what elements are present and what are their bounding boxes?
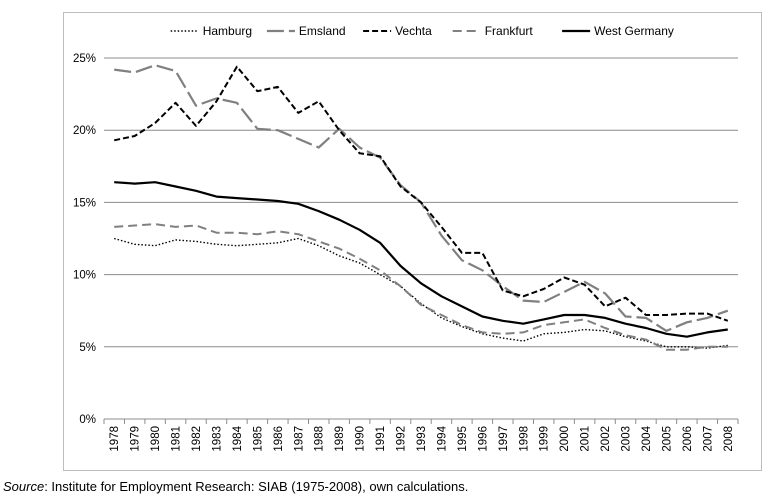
x-tick-label: 1980 — [150, 426, 162, 452]
x-tick-label: 1984 — [232, 425, 244, 451]
x-tick-label: 2005 — [661, 426, 673, 452]
y-tick-label: 25% — [73, 53, 96, 65]
x-tick-label: 1998 — [518, 426, 530, 452]
x-tick-label: 2000 — [559, 426, 571, 452]
source-text: : Institute for Employment Research: SIA… — [44, 479, 469, 494]
x-tick-label: 1979 — [130, 426, 142, 452]
line-chart: 0% 5% 10% 15% 20% 25% 1978 1979 1980 1981 1982 1983… — [73, 24, 739, 452]
x-tick-label: 1982 — [191, 426, 203, 452]
legend-label-vechta: Vechta — [395, 24, 432, 38]
x-tick-label: 1993 — [416, 426, 428, 452]
legend-label-frankfurt: Frankfurt — [485, 24, 534, 38]
legend-label-hamburg: Hamburg — [203, 24, 252, 38]
x-tick-label: 1983 — [211, 426, 223, 452]
x-tick-label: 1985 — [252, 426, 264, 452]
x-tick-label: 2002 — [600, 426, 612, 452]
x-tick-label: 2003 — [621, 426, 633, 452]
x-tick-label: 1995 — [457, 426, 469, 452]
y-tick-label: 15% — [73, 197, 96, 209]
y-tick-label: 20% — [73, 125, 96, 137]
x-tick-label: 1997 — [498, 426, 510, 452]
x-tick-label: 2006 — [682, 426, 694, 452]
x-tick-label: 2007 — [702, 426, 714, 452]
x-tick-label: 1986 — [273, 426, 285, 452]
x-tick-label: 1989 — [334, 426, 346, 452]
x-tick-label: 1991 — [375, 426, 387, 452]
x-tick-label: 1996 — [477, 426, 489, 452]
x-tick-label: 1981 — [171, 426, 183, 452]
legend-label-emsland: Emsland — [299, 24, 346, 38]
x-tick-label: 2004 — [641, 425, 653, 451]
x-tick-label: 2008 — [723, 426, 735, 452]
y-tick-label: 5% — [79, 342, 96, 354]
x-tick-label: 1987 — [293, 426, 305, 452]
x-tick-label: 1988 — [314, 426, 326, 452]
x-tick-label: 2001 — [580, 426, 592, 452]
x-tick-label: 1994 — [436, 425, 448, 451]
x-tick-label: 1990 — [355, 426, 367, 452]
series-line-west-germany — [114, 181, 728, 338]
x-tick-label: 1992 — [396, 426, 408, 452]
series-line-vechta — [113, 65, 729, 322]
source-note: Source: Institute for Employment Researc… — [3, 479, 468, 494]
series-line-frankfurt — [114, 223, 728, 351]
series-line-emsland — [114, 64, 729, 332]
legend-label-west-germany: West Germany — [594, 24, 674, 38]
chart-area: 0% 5% 10% 15% 20% 25% 1978 1979 1980 1981 1982 1983… — [63, 12, 762, 471]
x-tick-label: 1999 — [539, 426, 551, 452]
series-line-hamburg — [114, 237, 728, 349]
y-tick-label: 0% — [79, 414, 96, 426]
source-label: Source — [3, 479, 45, 494]
x-tick-label: 1978 — [109, 426, 121, 452]
y-tick-label: 10% — [73, 270, 96, 282]
